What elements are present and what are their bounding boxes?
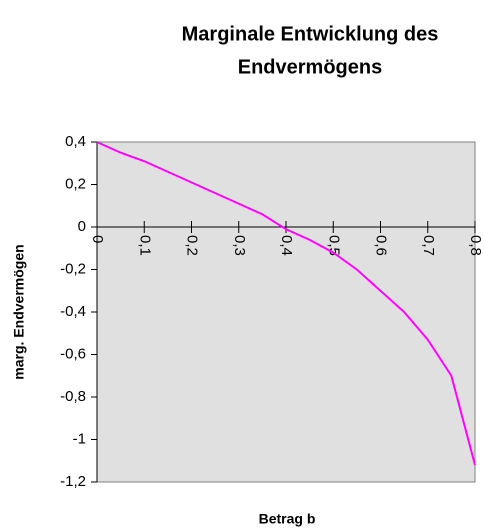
x-tick-label: 0 <box>89 235 106 243</box>
chart-title: Marginale Entwicklung des <box>182 23 439 45</box>
y-tick-label: 0,4 <box>65 133 86 150</box>
y-tick-label: 0,2 <box>65 175 86 192</box>
x-tick-label: 0,3 <box>231 235 248 256</box>
chart-title: Endvermögens <box>238 56 382 78</box>
x-tick-label: 0,4 <box>278 235 295 256</box>
x-tick-label: 0,8 <box>467 235 484 256</box>
y-tick-label: -1,2 <box>60 473 86 490</box>
y-tick-label: -0,8 <box>60 388 86 405</box>
x-tick-label: 0,2 <box>184 235 201 256</box>
x-tick-label: 0,7 <box>420 235 437 256</box>
y-tick-label: 0 <box>78 218 86 235</box>
x-axis-title: Betrag b <box>259 511 316 527</box>
y-tick-label: -0,6 <box>60 345 86 362</box>
plot-area <box>96 141 476 483</box>
y-tick-label: -0,2 <box>60 260 86 277</box>
y-tick-label: -1 <box>73 430 86 447</box>
y-tick-label: -0,4 <box>60 303 86 320</box>
x-tick-label: 0,1 <box>136 235 153 256</box>
x-tick-label: 0,6 <box>373 235 390 256</box>
data-line <box>96 141 476 466</box>
y-axis-title: marg. Endvermögen <box>11 244 27 379</box>
